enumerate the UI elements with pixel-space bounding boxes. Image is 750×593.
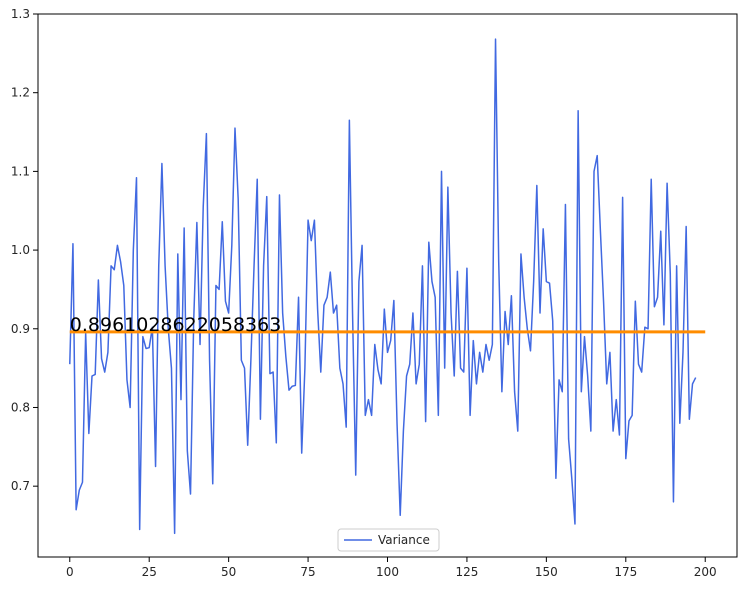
x-tick-label: 75	[300, 565, 315, 579]
mean-annotation: 0.8961028622058363	[70, 314, 282, 336]
y-tick-label: 1.2	[11, 86, 30, 100]
x-axis: 0 25 50 75 100 125 150 175 200	[66, 557, 717, 579]
y-tick-label: 0.7	[11, 479, 30, 493]
plot-area-frame	[37, 13, 738, 558]
x-tick-label: 0	[66, 565, 74, 579]
series-line-variance	[69, 38, 697, 535]
x-tick-label: 200	[694, 565, 717, 579]
x-tick-label: 100	[376, 565, 399, 579]
legend-label-variance: Variance	[378, 533, 430, 547]
x-tick-label: 150	[535, 565, 558, 579]
legend: Variance	[337, 528, 440, 552]
y-tick-label: 0.8	[11, 400, 30, 414]
x-tick-label: 50	[221, 565, 236, 579]
legend-box	[337, 528, 440, 552]
x-tick-label: 175	[614, 565, 637, 579]
y-tick-label: 1.0	[11, 243, 30, 257]
y-tick-label: 1.1	[11, 164, 30, 178]
y-axis: 0.7 0.8 0.9 1.0 1.1 1.2 1.3	[11, 7, 38, 493]
y-tick-label: 1.3	[11, 7, 30, 21]
y-tick-label: 0.9	[11, 322, 30, 336]
x-tick-label: 125	[455, 565, 478, 579]
x-tick-label: 25	[142, 565, 157, 579]
